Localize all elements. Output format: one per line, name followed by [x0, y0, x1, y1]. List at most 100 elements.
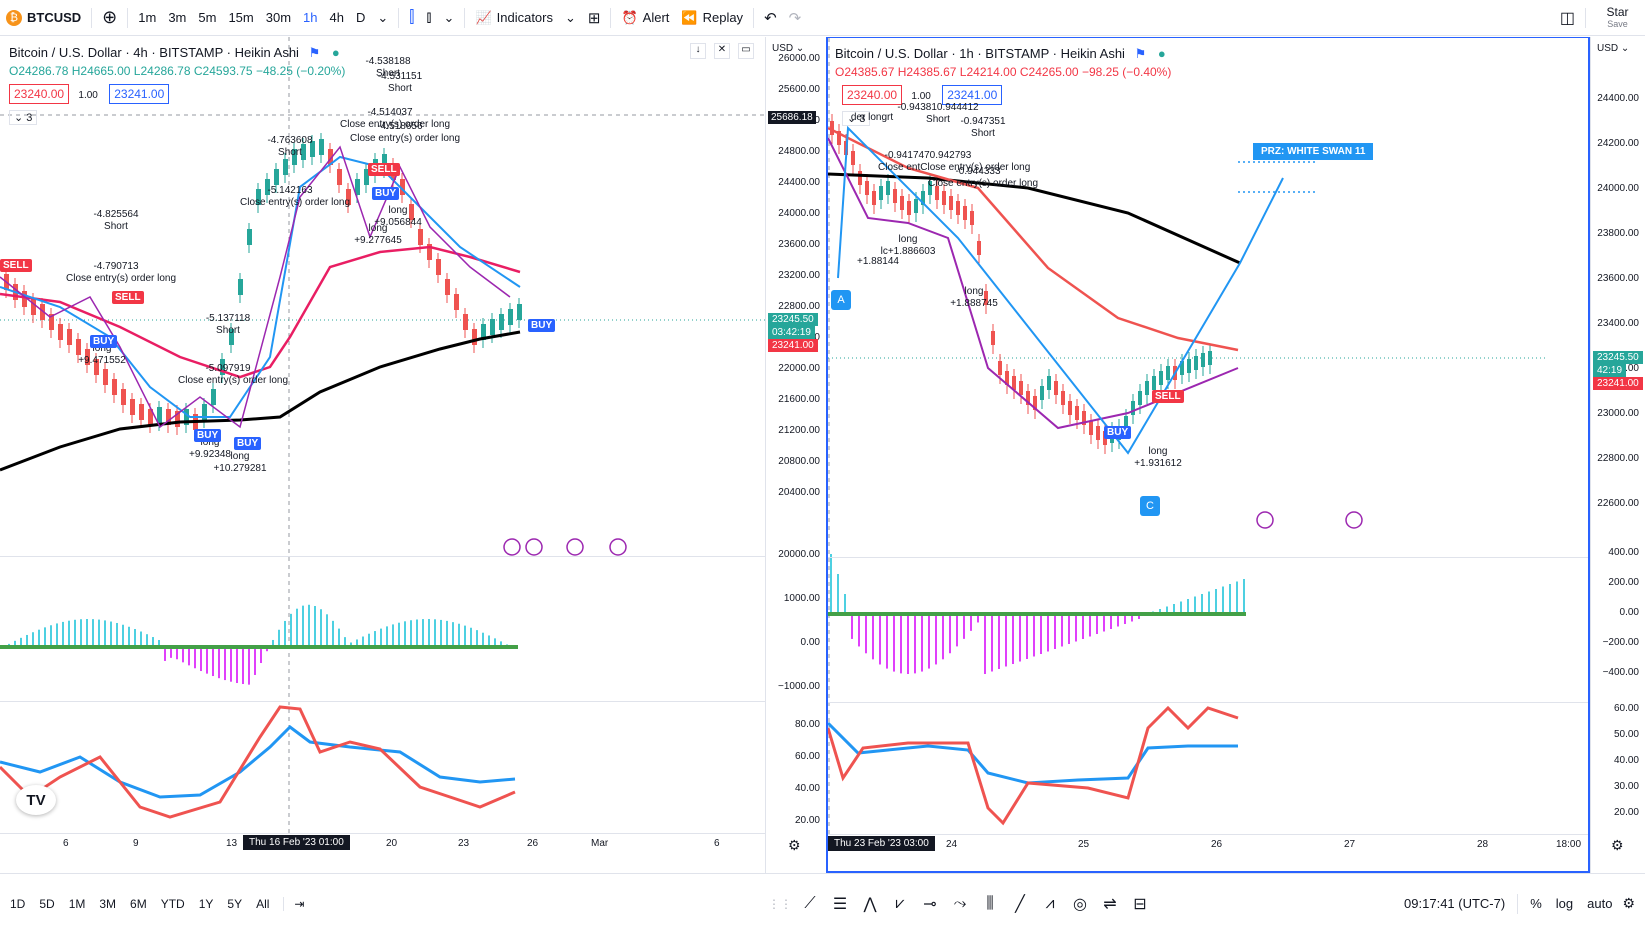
range-6m[interactable]: 6M — [130, 896, 147, 911]
right-pane-divider-1[interactable] — [828, 557, 1588, 558]
measure-tool-icon[interactable]: ⊟ — [1133, 895, 1147, 913]
clock-time[interactable]: 09:17:41 (UTC-7) — [1404, 896, 1506, 911]
symbol-search[interactable]: ₿ BTCUSD — [0, 0, 87, 36]
strategy-annotation: -5.137118 Short — [205, 313, 251, 336]
interval-1h[interactable]: 1h — [303, 10, 318, 25]
range-5d[interactable]: 5D — [39, 896, 55, 911]
macd-bar — [1173, 604, 1175, 614]
macd-bar — [98, 619, 100, 647]
range-1d[interactable]: 1D — [10, 896, 26, 911]
xabcd-tool-icon[interactable]: ⩘ — [1045, 894, 1055, 912]
replay-icon: ⏪ — [681, 9, 698, 25]
trend-line-tool-icon[interactable]: ⟋ — [804, 894, 816, 912]
right-price-axis[interactable]: USD ⌄ 24400.00 24200.00 24000.00 23800.00 23… — [1590, 37, 1645, 873]
range-ytd[interactable]: YTD — [160, 896, 185, 911]
interval-3m[interactable]: 3m — [168, 10, 187, 25]
right-symbol-title[interactable]: Bitcoin / U.S. Dollar · 1h · BITSTAMP · … — [835, 46, 1166, 62]
right-trade-buttons: 23240.00 1.00 23241.00 — [842, 85, 1008, 105]
goto-date-icon[interactable]: ⇥ — [283, 896, 304, 911]
rsi-red-line — [828, 705, 1239, 826]
line-tool-icon[interactable]: ╱ — [1015, 895, 1025, 913]
down-arrow-icon[interactable]: ↓ — [690, 43, 706, 59]
left-time-axis[interactable]: 6 9 13 Thu 16 Feb '23 01:00 20 23 26 Mar… — [0, 833, 765, 853]
left-chart-canvas[interactable] — [0, 37, 765, 873]
indicators-button[interactable]: 📈 Indicators — [469, 0, 559, 36]
right-chart-pane[interactable]: Bitcoin / U.S. Dollar · 1h · BITSTAMP · … — [826, 37, 1590, 873]
long-position-tool-icon[interactable]: ⇌ — [1103, 895, 1117, 913]
price-tick: 23800.00 — [1597, 228, 1639, 239]
right-pane-divider-2[interactable] — [828, 702, 1588, 703]
range-all[interactable]: All — [256, 896, 270, 911]
time-tick: 6 — [714, 838, 720, 849]
left-sell-price-button[interactable]: 23240.00 — [9, 84, 70, 104]
alert-button[interactable]: ⏰ Alert — [615, 0, 675, 36]
left-symbol-title[interactable]: Bitcoin / U.S. Dollar · 4h · BITSTAMP · … — [9, 45, 340, 61]
chart-type-dropdown-icon[interactable]: ⌄ — [443, 9, 455, 25]
projection-tool-icon[interactable]: ⩗ — [895, 894, 905, 912]
compare-add-icon[interactable]: ⊕ — [102, 7, 118, 27]
right-collapse-toggle[interactable]: ⌄ 3 — [842, 111, 871, 126]
macd-bar — [26, 634, 28, 647]
left-chart-pane[interactable]: Bitcoin / U.S. Dollar · 4h · BITSTAMP · … — [0, 37, 765, 873]
range-1m[interactable]: 1M — [68, 896, 86, 911]
undo-icon[interactable]: ↶ — [764, 9, 777, 27]
drag-handle-icon[interactable]: ⋮⋮ — [768, 896, 792, 911]
prz-label[interactable]: PRZ: WHITE SWAN 11 — [1253, 143, 1374, 160]
range-1y[interactable]: 1Y — [198, 896, 214, 911]
interval-d[interactable]: D — [355, 10, 366, 25]
candle-body — [865, 181, 869, 195]
bars-icon[interactable]: ⫾ — [426, 8, 432, 26]
interval-dropdown-icon[interactable]: ⌄ — [377, 9, 389, 25]
candle-body — [1096, 426, 1100, 440]
indicators-dropdown-icon[interactable]: ⌄ — [565, 9, 576, 25]
path-tool-icon[interactable]: ⤳ — [953, 894, 967, 912]
macd-bar — [392, 624, 394, 647]
percent-toggle[interactable]: % — [1530, 896, 1542, 911]
left-pane-divider-1[interactable] — [0, 556, 765, 557]
auto-toggle[interactable]: auto — [1587, 896, 1613, 911]
interval-4h[interactable]: 4h — [329, 10, 344, 25]
maximize-icon[interactable]: ▭ — [738, 43, 754, 59]
price-tick: 22000.00 — [778, 363, 820, 374]
redo-icon[interactable]: ↷ — [788, 9, 802, 27]
left-collapse-toggle[interactable]: ⌄ 3 — [9, 110, 38, 125]
price-tick: 24400.00 — [778, 177, 820, 188]
macd-bar — [128, 626, 130, 647]
macd-bar — [140, 631, 142, 647]
price-tick: 20800.00 — [778, 456, 820, 467]
layouts-icon[interactable]: ⊞ — [587, 9, 601, 27]
right-currency-label[interactable]: USD ⌄ — [1597, 43, 1630, 54]
right-collapse-count: 3 — [859, 113, 866, 125]
cycle-tool-icon[interactable]: ◎ — [1073, 895, 1087, 913]
interval-1m[interactable]: 1m — [138, 10, 157, 25]
left-settings-gear-icon[interactable]: ⚙ — [788, 837, 801, 853]
interval-15m[interactable]: 15m — [228, 10, 254, 25]
fib-tool-icon[interactable]: ☰ — [832, 895, 848, 913]
right-sell-price-button[interactable]: 23240.00 — [842, 85, 903, 105]
interval-5m[interactable]: 5m — [198, 10, 217, 25]
star-save-button[interactable]: Star Save — [1590, 0, 1645, 36]
bars-pattern-tool-icon[interactable]: ⫼ — [986, 894, 994, 912]
right-time-axis[interactable]: Thu 23 Feb '23 03:00 24 25 26 27 28 18:0… — [828, 834, 1588, 854]
chart-settings-gear-icon[interactable]: ⚙ — [1622, 895, 1635, 911]
left-buy-price-button[interactable]: 23241.00 — [109, 84, 170, 104]
replay-button[interactable]: ⏪ Replay — [675, 0, 749, 36]
left-currency-label[interactable]: USD ⌄ — [772, 43, 805, 54]
range-3m[interactable]: 3M — [99, 896, 117, 911]
right-chart-canvas[interactable] — [828, 38, 1588, 873]
right-settings-gear-icon[interactable]: ⚙ — [1611, 837, 1624, 853]
range-5y[interactable]: 5Y — [227, 896, 243, 911]
candles-icon[interactable]: ⫿ — [409, 8, 415, 26]
candle-body — [139, 404, 144, 420]
horizontal-line-tool-icon[interactable]: ⊸ — [923, 895, 937, 913]
tradingview-logo[interactable]: TV — [16, 785, 56, 815]
macd-bar — [278, 629, 280, 647]
layout-toggle-icon[interactable]: ◫ — [1559, 9, 1575, 27]
right-buy-price-button[interactable]: 23241.00 — [942, 85, 1003, 105]
close-icon[interactable]: ✕ — [714, 43, 730, 59]
interval-30m[interactable]: 30m — [265, 10, 292, 25]
left-pane-divider-2[interactable] — [0, 701, 765, 702]
log-toggle[interactable]: log — [1555, 896, 1574, 911]
left-price-axis[interactable]: USD ⌄ 26000.0025600.0025200.0024800.0024… — [765, 37, 826, 873]
pattern-tool-icon[interactable]: ⋀ — [863, 895, 877, 913]
